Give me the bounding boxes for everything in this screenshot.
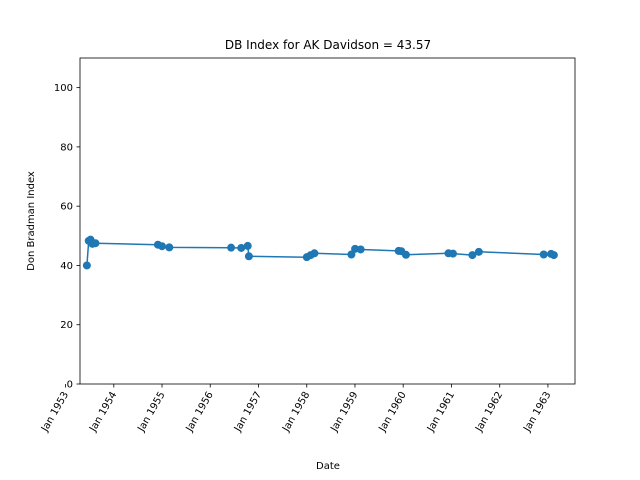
data-point [158,242,167,251]
plot-frame [79,57,576,385]
data-point [356,245,365,254]
x-axis-label: Date [316,461,340,472]
data-point [539,250,548,259]
data-point [401,250,410,259]
data-point [165,243,174,252]
data-point [448,249,457,258]
y-axis-label: Don Bradman Index [26,171,37,271]
y-tick-label: 80 [60,142,73,153]
y-tick-label: 20 [60,320,73,331]
y-tick-label: 40 [60,261,73,272]
y-tick-label: 0 [67,380,73,391]
data-point [474,247,483,256]
data-point [244,252,253,261]
data-point [549,251,558,260]
data-point [91,239,100,248]
data-point [227,243,236,252]
data-point [347,250,356,259]
data-point [82,261,91,270]
data-point [237,243,246,252]
chart-title: DB Index for AK Davidson = 43.57 [225,38,431,52]
data-point [468,251,477,260]
plot-area [82,235,558,270]
y-axis: 0 20 40 60 80 100 [54,83,80,391]
data-point [243,241,252,250]
y-tick-label: 100 [54,83,73,94]
data-point [310,249,319,258]
y-tick-label: 60 [60,202,73,213]
